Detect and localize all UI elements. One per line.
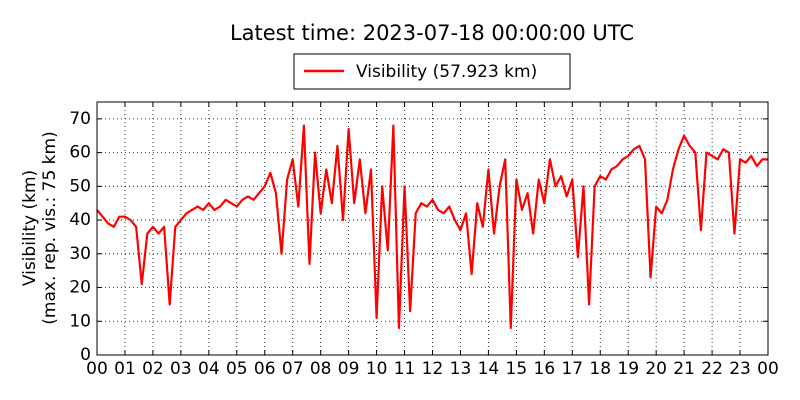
x-tick-label: 00 <box>757 359 779 379</box>
x-tick-label: 16 <box>534 359 556 379</box>
x-tick-label: 03 <box>170 359 192 379</box>
x-tick-label: 22 <box>701 359 723 379</box>
x-tick-label: 02 <box>142 359 164 379</box>
x-tick-label: 15 <box>506 359 528 379</box>
x-tick-label: 10 <box>366 359 388 379</box>
y-tick-label: 50 <box>69 176 91 196</box>
data-line <box>96 124 768 330</box>
x-tick-label: 12 <box>422 359 444 379</box>
x-tick-label: 09 <box>338 359 360 379</box>
y-tick-label: 0 <box>80 345 91 365</box>
x-tick-label: 13 <box>450 359 472 379</box>
y-tick-label: 20 <box>69 278 91 298</box>
plot-frame <box>96 101 769 356</box>
x-tick-label: 01 <box>114 359 136 379</box>
y-axis-label: (max. rep. vis.: 75 km) <box>40 131 60 324</box>
x-tick-label: 06 <box>254 359 276 379</box>
y-tick-label: 60 <box>69 143 91 163</box>
x-tick-label: 11 <box>394 359 416 379</box>
x-tick-label: 20 <box>645 359 667 379</box>
y-tick-label: 10 <box>69 311 91 331</box>
x-tick-label: 21 <box>673 359 695 379</box>
x-tick-label: 04 <box>198 359 220 379</box>
x-tick-label: 18 <box>589 359 611 379</box>
x-tick-label: 08 <box>310 359 332 379</box>
y-axis-label: Visibility (km) <box>20 170 40 286</box>
y-tick-label: 70 <box>69 109 91 129</box>
x-tick-label: 17 <box>561 359 583 379</box>
x-tick-label: 07 <box>282 359 304 379</box>
x-tick-label: 23 <box>729 359 751 379</box>
x-tick-label: 19 <box>617 359 639 379</box>
x-tick-label: 00 <box>86 359 108 379</box>
y-tick-label: 40 <box>69 210 91 230</box>
x-tick-label: 05 <box>226 359 248 379</box>
chart-title: Latest time: 2023-07-18 00:00:00 UTC <box>230 21 634 45</box>
legend-label: Visibility (57.923 km) <box>356 62 537 82</box>
y-tick-label: 30 <box>69 244 91 264</box>
x-tick-label: 14 <box>478 359 500 379</box>
